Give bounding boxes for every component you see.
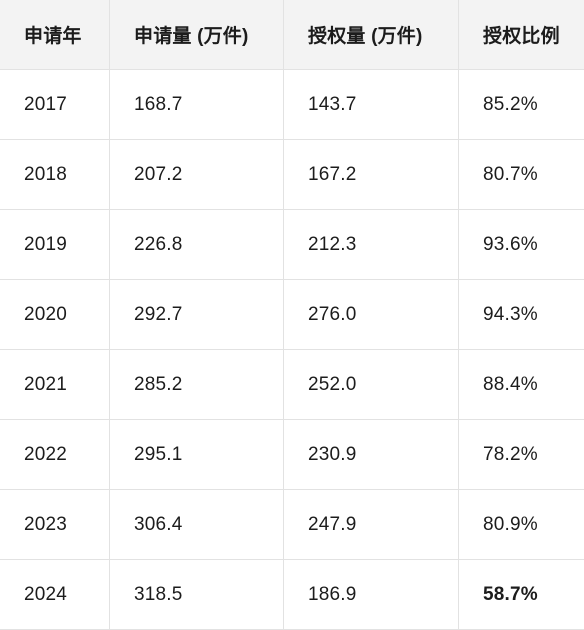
cell-year: 2018: [0, 140, 110, 209]
cell-year: 2022: [0, 420, 110, 489]
header-grant-volume: 授权量 (万件): [284, 0, 459, 69]
cell-year: 2019: [0, 210, 110, 279]
cell-grant-volume: 230.9: [284, 420, 459, 489]
table-row: 2020 292.7 276.0 94.3%: [0, 280, 584, 350]
cell-grant-ratio-highlighted: 58.7%: [483, 584, 538, 605]
cell-grant-volume: 276.0: [284, 280, 459, 349]
table-header-row: 申请年 申请量 (万件) 授权量 (万件) 授权比例: [0, 0, 584, 70]
cell-grant-volume: 143.7: [284, 70, 459, 139]
cell-application-volume: 292.7: [110, 280, 284, 349]
cell-year: 2020: [0, 280, 110, 349]
cell-grant-ratio: 94.3%: [483, 303, 538, 325]
cell-grant-volume: 186.9: [284, 560, 459, 630]
table-row: 2018 207.2 167.2 80.7%: [0, 140, 584, 210]
cell-application-volume: 295.1: [110, 420, 284, 489]
cell-grant-volume: 167.2: [284, 140, 459, 209]
cell-grant-volume: 252.0: [284, 350, 459, 419]
cell-grant-ratio: 78.2%: [483, 443, 538, 465]
table-row: 2019 226.8 212.3 93.6%: [0, 210, 584, 280]
table-row: 2023 306.4 247.9 80.9%: [0, 490, 584, 560]
cell-application-volume: 318.5: [110, 560, 284, 630]
header-application-year: 申请年: [0, 0, 110, 69]
cell-application-volume: 226.8: [110, 210, 284, 279]
cell-application-volume: 207.2: [110, 140, 284, 209]
cell-grant-volume: 247.9: [284, 490, 459, 559]
header-grant-ratio: 授权比例: [483, 26, 560, 47]
cell-year: 2024: [0, 560, 110, 630]
table-row: 2021 285.2 252.0 88.4%: [0, 350, 584, 420]
table-row: 2017 168.7 143.7 85.2%: [0, 70, 584, 140]
cell-grant-ratio: 93.6%: [483, 233, 538, 255]
header-application-volume: 申请量 (万件): [110, 0, 284, 69]
cell-year: 2017: [0, 70, 110, 139]
table-row: 2022 295.1 230.9 78.2%: [0, 420, 584, 490]
cell-grant-ratio: 80.7%: [483, 163, 538, 185]
cell-grant-volume: 212.3: [284, 210, 459, 279]
cell-application-volume: 168.7: [110, 70, 284, 139]
cell-application-volume: 285.2: [110, 350, 284, 419]
table-row: 2024 318.5 186.9 58.7%: [0, 560, 584, 630]
cell-grant-ratio: 85.2%: [483, 93, 538, 115]
cell-grant-ratio: 80.9%: [483, 513, 538, 535]
cell-application-volume: 306.4: [110, 490, 284, 559]
cell-grant-ratio: 88.4%: [483, 373, 538, 395]
cell-year: 2023: [0, 490, 110, 559]
cell-year: 2021: [0, 350, 110, 419]
